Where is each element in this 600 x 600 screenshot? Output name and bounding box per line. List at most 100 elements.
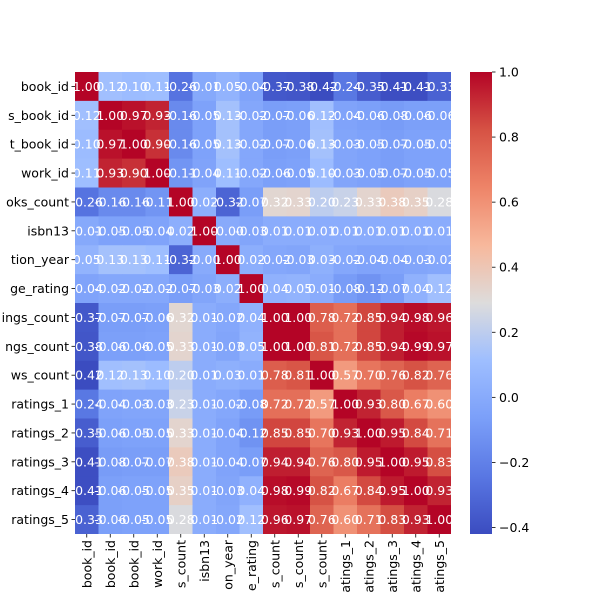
y-tick-label: ratings_2	[11, 425, 69, 440]
heatmap-cell	[122, 100, 146, 131]
heatmap-cell	[357, 418, 381, 448]
cell-annotation: -0.07	[165, 281, 197, 296]
heatmap-cell	[310, 72, 334, 102]
cell-annotation: -0.08	[94, 454, 126, 469]
heatmap-cell	[216, 447, 240, 477]
cell-annotation: 1.00	[284, 310, 312, 325]
heatmap-cell	[427, 476, 451, 506]
heatmap-cell	[357, 129, 381, 160]
cell-annotation: -0.04	[235, 79, 267, 94]
cell-annotation: 0.57	[331, 368, 359, 383]
cell-annotation: -0.05	[353, 137, 385, 152]
cell-annotation: 0.78	[308, 310, 336, 325]
heatmap-cell	[145, 418, 170, 448]
heatmap-cell	[404, 100, 428, 131]
heatmap-cell	[404, 245, 428, 275]
cell-annotation: 0.23	[167, 397, 195, 412]
heatmap-cell	[75, 389, 99, 419]
colorbar-tick-label: 0.6	[499, 195, 519, 210]
heatmap-cell	[122, 303, 146, 333]
heatmap-cell	[239, 447, 264, 477]
heatmap-cell	[427, 158, 451, 188]
cell-annotation: 1.00	[214, 252, 242, 267]
cell-annotation: 1.00	[73, 79, 101, 94]
heatmap-cell	[263, 216, 287, 246]
heatmap-cell	[98, 418, 123, 448]
heatmap-cell	[122, 158, 146, 188]
x-tick-label: atings_4	[408, 540, 423, 593]
cell-annotation: -0.04	[376, 252, 408, 267]
cell-annotation: 1.00	[261, 310, 289, 325]
cell-annotation: -0.07	[94, 310, 126, 325]
heatmap-cell	[98, 158, 123, 188]
heatmap-cell	[380, 129, 405, 160]
heatmap-cell	[239, 418, 264, 448]
cell-annotation: 0.01	[308, 223, 336, 238]
cell-annotation: -0.02	[212, 310, 244, 325]
heatmap-cell	[216, 418, 240, 448]
heatmap-cell	[310, 505, 334, 534]
heatmap-cell	[216, 331, 240, 362]
colorbar-tick-label: 1.0	[499, 65, 519, 80]
heatmap-cell	[404, 418, 428, 448]
cell-annotation: 0.38	[167, 454, 195, 469]
y-tick-label: oks_count	[6, 194, 69, 209]
heatmap-cell	[286, 158, 311, 188]
cell-annotation: -0.03	[329, 166, 361, 181]
y-tick-label: isbn13	[27, 223, 69, 238]
cell-annotation: -0.07	[235, 194, 267, 209]
heatmap-cell	[310, 389, 334, 419]
heatmap-cell	[145, 331, 170, 362]
cell-annotation: 0.85	[284, 425, 312, 440]
cell-annotation: -0.00	[188, 252, 220, 267]
cell-annotation: -0.05	[118, 483, 150, 498]
heatmap-cell	[239, 129, 264, 160]
cell-annotation: -0.32	[212, 194, 244, 209]
cell-annotation: 0.95	[402, 454, 430, 469]
heatmap-cell	[427, 331, 451, 362]
heatmap-cell	[404, 274, 428, 304]
cell-annotation: 0.72	[331, 339, 359, 354]
cell-annotation: 0.02	[214, 281, 242, 296]
heatmap-cell	[75, 216, 99, 246]
cell-annotation: 0.01	[190, 368, 218, 383]
cell-annotation: -0.03	[212, 483, 244, 498]
cell-annotation: 0.99	[402, 339, 430, 354]
y-tick-labels: book_id s_book_id t_book_id work_id oks_coun…	[2, 79, 75, 527]
cell-annotation: 0.72	[331, 310, 359, 325]
x-tick-label: book_id	[103, 540, 118, 588]
cell-annotation: -0.05	[423, 166, 455, 181]
cell-annotation: 0.05	[237, 339, 265, 354]
cell-annotation: -0.07	[235, 454, 267, 469]
cell-annotation: -0.05	[94, 223, 126, 238]
heatmap-cell	[310, 303, 334, 333]
cell-annotation: 0.01	[190, 483, 218, 498]
cell-annotation: 0.12	[308, 108, 336, 123]
heatmap-cell	[427, 274, 451, 304]
heatmap-cell	[333, 245, 358, 275]
heatmap-cell	[357, 72, 381, 102]
heatmap-cell	[216, 505, 240, 534]
cell-annotation: -0.41	[376, 79, 408, 94]
heatmap-cell	[122, 418, 146, 448]
heatmap-cell	[75, 158, 99, 188]
heatmap-cell	[75, 447, 99, 477]
cell-annotation: 1.00	[425, 512, 453, 527]
cell-annotation: -0.05	[282, 166, 314, 181]
heatmap-cell	[98, 100, 123, 131]
colorbar: 1.0 0.8 0.6 0.4 0.2 0.0 −0.2 −0.4	[470, 65, 529, 535]
cell-annotation: 0.78	[261, 368, 289, 383]
x-tick-label: e_rating	[244, 540, 259, 591]
cell-annotation: 0.33	[355, 194, 383, 209]
heatmap-cell	[263, 476, 287, 506]
heatmap-cell	[310, 129, 334, 160]
heatmap-cell	[169, 158, 193, 188]
heatmap-cell	[357, 100, 381, 131]
colorbar-gradient	[470, 72, 492, 534]
heatmap-cell	[192, 245, 217, 275]
cell-annotation: 0.57	[308, 397, 336, 412]
cell-annotation: -0.06	[94, 483, 126, 498]
cell-annotation: -0.08	[376, 108, 408, 123]
cell-annotation: 0.72	[261, 397, 289, 412]
heatmap-cell	[263, 129, 287, 160]
